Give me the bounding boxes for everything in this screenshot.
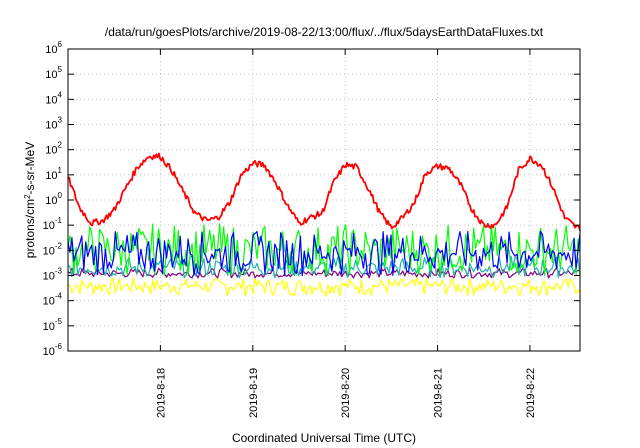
series-layer xyxy=(67,152,581,297)
y-tick-label: 10-3 xyxy=(43,267,63,283)
y-axis-label-suffix: -s-sr-MeV xyxy=(23,142,37,195)
chart-title: /data/run/goesPlots/archive/2019-08-22/1… xyxy=(105,25,544,39)
x-tick-label: 2019-8-19 xyxy=(248,368,260,418)
grid xyxy=(68,49,580,351)
y-tick-label: 100 xyxy=(45,191,62,207)
x-tick-label: 2019-8-21 xyxy=(433,368,445,418)
y-axis-label-sup: 2 xyxy=(23,194,32,199)
y-tick-label: 105 xyxy=(45,65,62,81)
y-tick-label: 106 xyxy=(45,40,62,56)
y-tick-label: 10-5 xyxy=(43,317,63,333)
y-tick-label: 102 xyxy=(45,141,62,157)
y-axis-label: protons/cm2-s-sr-MeV xyxy=(23,142,37,258)
series-0-line xyxy=(67,277,581,297)
y-tick-label: 10-4 xyxy=(43,292,63,308)
y-tick-label: 103 xyxy=(45,116,62,132)
y-tick-label: 10-2 xyxy=(43,241,63,257)
y-axis-ticks: 10-6 10-5 10-4 10-3 10-2 10-1 100 101 102 103 104 1… xyxy=(43,40,580,358)
x-tick-label: 2019-8-20 xyxy=(340,368,352,418)
series-3-line xyxy=(67,223,581,276)
series-5-line xyxy=(67,152,581,231)
x-axis-ticks: 2019-8-18 2019-8-19 2019-8-20 2019-8-21 2019… xyxy=(155,49,537,418)
y-tick-label: 104 xyxy=(45,90,62,106)
x-tick-label: 2019-8-22 xyxy=(525,368,537,418)
x-axis-label: Coordinated Universal Time (UTC) xyxy=(232,431,416,445)
y-tick-label: 10-6 xyxy=(43,342,63,358)
y-axis-label-prefix: protons/cm xyxy=(23,199,37,258)
x-tick-label: 2019-8-18 xyxy=(155,368,167,418)
series-4-line xyxy=(67,230,581,276)
y-tick-label: 10-1 xyxy=(43,216,63,232)
y-tick-label: 101 xyxy=(45,166,62,182)
